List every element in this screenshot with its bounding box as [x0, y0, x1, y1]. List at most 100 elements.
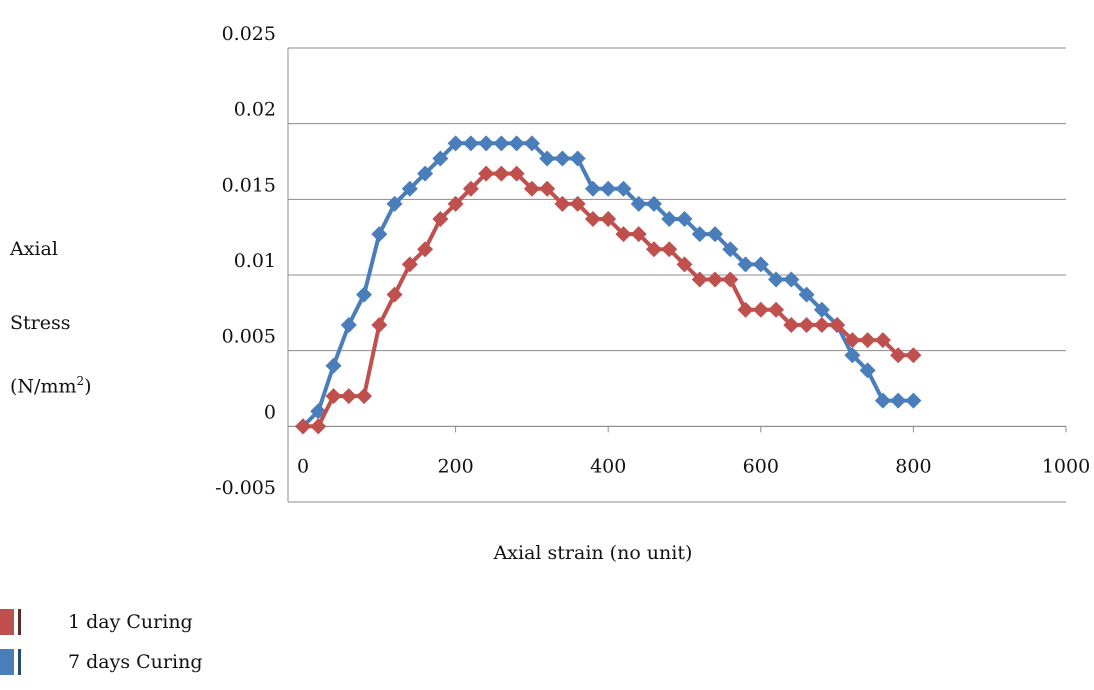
data-point	[798, 316, 815, 333]
data-point	[417, 241, 434, 258]
data-point	[478, 135, 495, 152]
data-point	[813, 301, 830, 318]
data-point	[325, 388, 342, 405]
data-point	[890, 392, 907, 409]
data-point	[661, 211, 678, 228]
data-point	[539, 180, 556, 197]
y-tick-label: 0.025	[222, 23, 276, 45]
data-point	[584, 180, 601, 197]
data-point	[844, 332, 861, 349]
data-point	[447, 195, 464, 212]
data-point	[523, 180, 540, 197]
data-point	[768, 301, 785, 318]
data-point	[432, 150, 449, 167]
data-point	[523, 135, 540, 152]
x-tick-label: 1000	[1042, 455, 1090, 477]
legend-label-7-days: 7 days Curing	[68, 651, 203, 673]
data-point	[874, 332, 891, 349]
data-point	[371, 316, 388, 333]
data-point	[691, 226, 708, 243]
x-tick-label: 600	[743, 455, 779, 477]
data-point	[722, 241, 739, 258]
legend-item-7-days: 7 days Curing	[0, 648, 202, 676]
y-axis-label-line-1: Axial	[10, 238, 58, 260]
data-point	[401, 180, 418, 197]
x-tick-label: 200	[437, 455, 473, 477]
data-point	[645, 195, 662, 212]
data-point	[707, 226, 724, 243]
data-point	[325, 357, 342, 374]
data-point	[493, 165, 510, 182]
data-point	[615, 180, 632, 197]
data-point	[508, 135, 525, 152]
x-axis-title-row: Axial strain (no unit)	[0, 542, 1094, 564]
data-point	[600, 211, 617, 228]
data-point	[630, 226, 647, 243]
data-point	[569, 195, 586, 212]
data-point	[356, 388, 373, 405]
data-point	[783, 271, 800, 288]
data-point	[752, 301, 769, 318]
x-axis-title: Axial strain (no unit)	[493, 542, 693, 564]
y-tick-label: 0	[264, 401, 276, 423]
data-point	[615, 226, 632, 243]
data-point	[386, 286, 403, 303]
data-point	[401, 256, 418, 273]
legend-swatch-1-day	[0, 609, 22, 635]
data-point	[539, 150, 556, 167]
data-point	[356, 286, 373, 303]
data-point	[676, 256, 693, 273]
data-point	[508, 165, 525, 182]
data-point	[874, 392, 891, 409]
y-tick-label: 0.02	[234, 99, 276, 121]
y-tick-label: 0.015	[222, 174, 276, 196]
data-point	[707, 271, 724, 288]
x-tick-label: 0	[297, 455, 309, 477]
data-point	[752, 256, 769, 273]
data-point	[478, 165, 495, 182]
y-tick-label: 0.01	[234, 250, 276, 272]
data-point	[386, 195, 403, 212]
x-tick-label: 800	[895, 455, 931, 477]
data-point	[661, 241, 678, 258]
data-point	[691, 271, 708, 288]
data-point	[432, 211, 449, 228]
data-point	[768, 271, 785, 288]
data-point	[371, 226, 388, 243]
data-point	[722, 271, 739, 288]
data-point	[340, 388, 357, 405]
y-axis-label-line-3: (N/mm2)	[10, 374, 92, 398]
data-point	[829, 316, 846, 333]
data-point	[417, 165, 434, 182]
data-point	[844, 347, 861, 364]
data-point	[554, 195, 571, 212]
data-point	[737, 256, 754, 273]
legend-swatch-7-days	[0, 649, 22, 675]
data-point	[737, 301, 754, 318]
data-point	[584, 211, 601, 228]
data-point	[462, 135, 479, 152]
data-point	[569, 150, 586, 167]
data-point	[905, 392, 922, 409]
data-point	[645, 241, 662, 258]
data-point	[310, 418, 327, 435]
y-tick-label: 0.005	[222, 326, 276, 348]
data-point	[295, 418, 311, 435]
data-point	[554, 150, 571, 167]
data-point	[783, 316, 800, 333]
data-point	[676, 211, 693, 228]
data-point	[859, 332, 876, 349]
data-point	[905, 347, 922, 364]
data-point	[890, 347, 907, 364]
y-axis-label-line-2: Stress	[10, 312, 71, 334]
legend-label-1-day: 1 day Curing	[68, 611, 193, 633]
x-tick-label: 400	[590, 455, 626, 477]
data-point	[462, 180, 479, 197]
data-point	[798, 286, 815, 303]
data-point	[859, 362, 876, 379]
data-point	[630, 195, 647, 212]
y-tick-label: -0.005	[215, 477, 276, 499]
data-point	[340, 316, 357, 333]
data-point	[600, 180, 617, 197]
